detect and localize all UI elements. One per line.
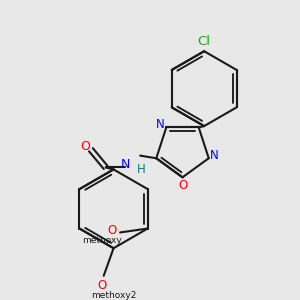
Text: H: H <box>137 163 146 176</box>
Text: O: O <box>108 224 117 237</box>
Text: N: N <box>210 149 219 162</box>
Text: O: O <box>178 179 187 192</box>
Text: methoxy2: methoxy2 <box>91 291 136 300</box>
Text: methoxy: methoxy <box>82 236 122 245</box>
Text: O: O <box>97 279 106 292</box>
Text: N: N <box>156 118 165 131</box>
Text: Cl: Cl <box>198 35 211 48</box>
Text: O: O <box>80 140 90 153</box>
Text: N: N <box>121 158 130 171</box>
